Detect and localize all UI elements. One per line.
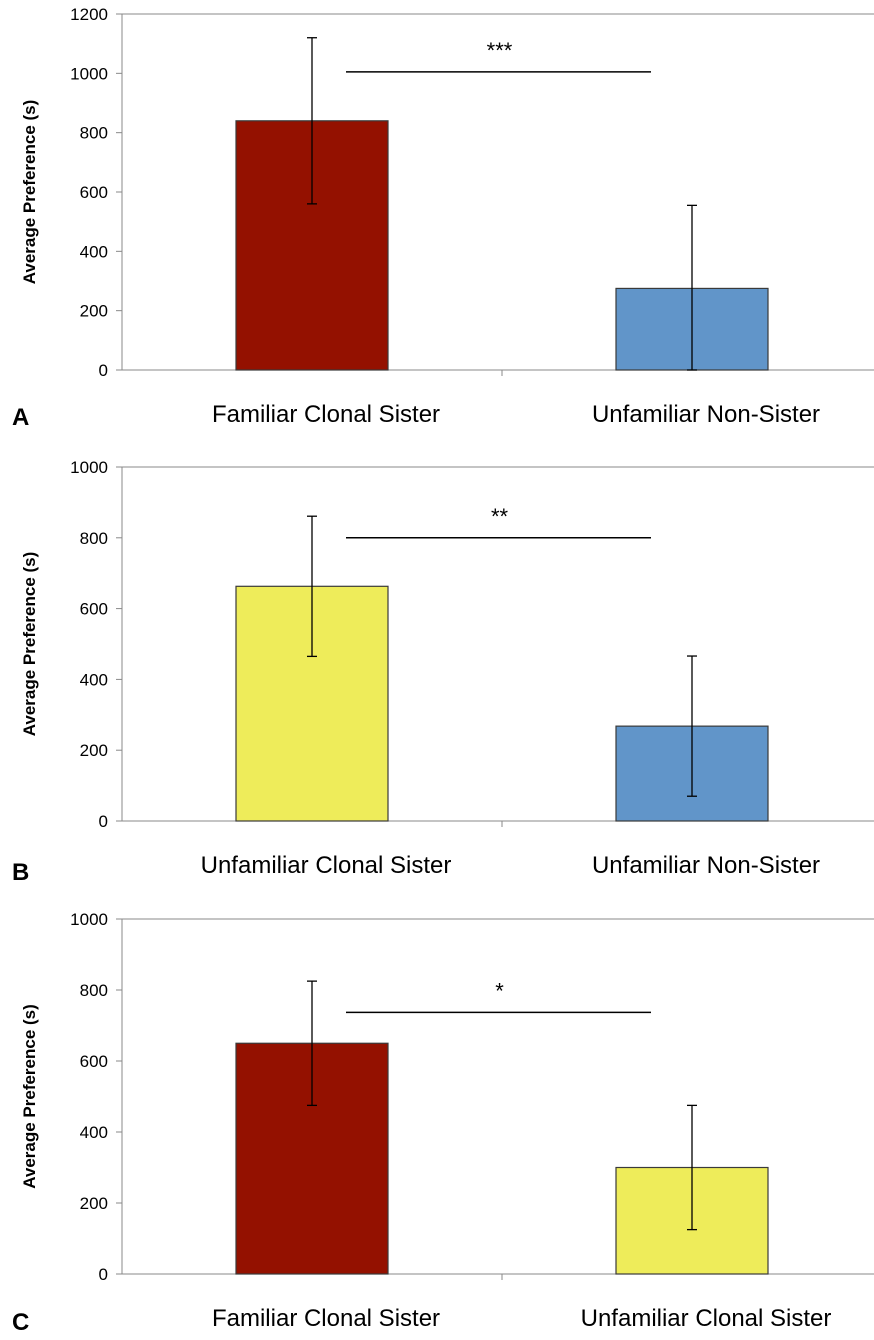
x-category-label-2: Unfamiliar Non-Sister bbox=[592, 401, 820, 428]
y-tick-label: 200 bbox=[80, 1194, 108, 1213]
panel-letter: B bbox=[12, 859, 29, 886]
y-tick-label: 200 bbox=[80, 302, 108, 321]
y-tick-label: 0 bbox=[99, 361, 108, 380]
significance-stars: *** bbox=[487, 38, 513, 63]
y-tick-label: 1000 bbox=[70, 458, 108, 477]
y-tick-label: 800 bbox=[80, 529, 108, 548]
chart-panel-b: 0 200 400 600 800 1000 Average Preference (s) U… bbox=[12, 458, 874, 886]
y-axis-title: Average Preference (s) bbox=[20, 1004, 39, 1189]
y-tick-label: 1000 bbox=[70, 64, 108, 83]
y-tick-label: 400 bbox=[80, 670, 108, 689]
significance-stars: ** bbox=[491, 504, 509, 529]
y-tick-label: 800 bbox=[80, 124, 108, 143]
x-category-label-1: Unfamiliar Clonal Sister bbox=[201, 852, 452, 879]
y-tick-label: 600 bbox=[80, 1052, 108, 1071]
x-category-label-1: Familiar Clonal Sister bbox=[212, 401, 440, 428]
significance-stars: * bbox=[495, 978, 504, 1003]
y-tick-label: 600 bbox=[80, 183, 108, 202]
y-axis-title: Average Preference (s) bbox=[20, 100, 39, 285]
y-tick-label: 400 bbox=[80, 1123, 108, 1142]
panel-letter: A bbox=[12, 404, 29, 431]
chart-panel-c: 0 200 400 600 800 1000 Average Preference (s) F… bbox=[12, 910, 874, 1336]
y-tick-label: 800 bbox=[80, 981, 108, 1000]
y-tick-label: 0 bbox=[99, 1265, 108, 1284]
y-tick-label: 0 bbox=[99, 812, 108, 831]
x-category-label-2: Unfamiliar Non-Sister bbox=[592, 852, 820, 879]
y-axis-title: Average Preference (s) bbox=[20, 552, 39, 737]
y-tick-label: 1200 bbox=[70, 5, 108, 24]
x-category-label-1: Familiar Clonal Sister bbox=[212, 1305, 440, 1332]
panel-letter: C bbox=[12, 1309, 29, 1335]
y-tick-label: 400 bbox=[80, 242, 108, 261]
chart-panel-a: 0 200 400 600 800 1000 1200 Average Preference … bbox=[12, 5, 874, 431]
y-tick-label: 200 bbox=[80, 741, 108, 760]
y-tick-label: 1000 bbox=[70, 910, 108, 929]
y-tick-label: 600 bbox=[80, 600, 108, 619]
x-category-label-2: Unfamiliar Clonal Sister bbox=[581, 1305, 832, 1332]
